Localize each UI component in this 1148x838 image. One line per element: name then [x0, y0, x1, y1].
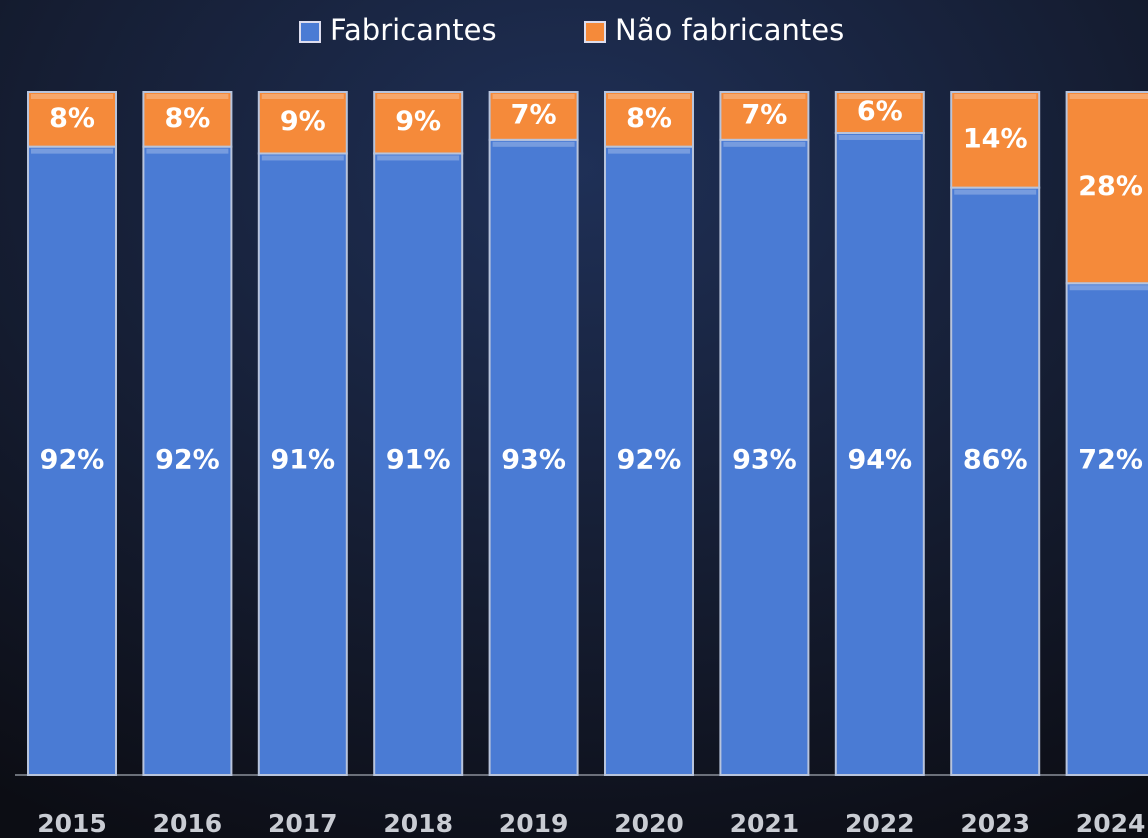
bar-segment — [27, 91, 117, 148]
bar-segment — [27, 145, 117, 776]
bar-highlight — [954, 94, 1037, 99]
data-label: 91% — [270, 444, 335, 475]
bar-segment — [142, 145, 233, 776]
data-label: 92% — [617, 444, 682, 475]
x-tick-label: 2018 — [383, 809, 453, 838]
data-label: 92% — [155, 444, 220, 475]
x-tick-label: 2019 — [499, 809, 569, 838]
bar-segment — [950, 186, 1041, 776]
bar-highlight — [377, 155, 460, 161]
bar-highlight — [838, 94, 921, 99]
x-tick-label: 2015 — [37, 809, 107, 838]
data-label: 86% — [963, 444, 1028, 475]
bar-highlight — [608, 148, 690, 154]
data-label: 7% — [511, 99, 557, 130]
data-label: 94% — [847, 444, 912, 475]
bar-highlight — [492, 141, 575, 147]
bar-highlight — [838, 134, 921, 140]
legend-swatch — [584, 21, 606, 43]
data-label: 8% — [164, 103, 210, 134]
data-label: 93% — [501, 444, 566, 475]
bar-highlight — [377, 94, 460, 99]
data-label: 8% — [626, 103, 672, 134]
bar-segment — [257, 152, 348, 777]
data-label: 6% — [857, 96, 903, 127]
bar-segment — [719, 91, 810, 141]
bar-segment — [373, 91, 464, 155]
bar-segment — [834, 91, 925, 134]
data-label: 9% — [395, 106, 441, 137]
bar-segment — [257, 91, 348, 155]
legend-label: Não fabricantes — [615, 13, 844, 47]
bar-highlight — [1069, 285, 1148, 291]
x-tick-label: 2021 — [730, 809, 800, 838]
bar-highlight — [608, 94, 690, 99]
x-tick-label: 2022 — [845, 809, 915, 838]
data-label: 92% — [40, 444, 105, 475]
data-label: 7% — [741, 99, 787, 130]
bar-segment — [488, 91, 579, 141]
bar-highlight — [492, 94, 575, 99]
bar-segment — [488, 138, 579, 776]
bar-highlight — [261, 94, 344, 99]
bar-segment — [1065, 282, 1148, 776]
bar-segment — [950, 91, 1041, 189]
data-label: 91% — [386, 444, 451, 475]
x-tick-label: 2017 — [268, 809, 338, 838]
bar-highlight — [31, 148, 113, 154]
bar-highlight — [954, 189, 1037, 195]
x-tick-label: 2024 — [1076, 809, 1146, 838]
x-tick-label: 2023 — [960, 809, 1030, 838]
data-label: 14% — [963, 123, 1028, 154]
x-tick-label: 2020 — [614, 809, 684, 838]
bar-segment — [604, 145, 694, 776]
bar-highlight — [31, 94, 113, 99]
data-label: 93% — [732, 444, 797, 475]
bar-highlight — [723, 141, 806, 147]
bar-highlight — [146, 94, 229, 99]
bar-highlight — [1069, 94, 1148, 99]
legend-label: Fabricantes — [330, 13, 497, 47]
bar-highlight — [261, 155, 344, 161]
bar-highlight — [723, 94, 806, 99]
data-label: 9% — [280, 106, 326, 137]
bar-segment — [373, 152, 464, 777]
legend-swatch — [299, 21, 321, 43]
bar-segment — [142, 91, 233, 148]
bar-segment — [834, 131, 925, 777]
bar-segment — [1065, 91, 1148, 285]
data-label: 8% — [49, 103, 95, 134]
bar-segment — [719, 138, 810, 776]
x-tick-label: 2016 — [153, 809, 223, 838]
bar-highlight — [146, 148, 229, 154]
bar-segment — [604, 91, 694, 148]
data-label: 28% — [1078, 171, 1143, 202]
data-label: 72% — [1078, 444, 1143, 475]
